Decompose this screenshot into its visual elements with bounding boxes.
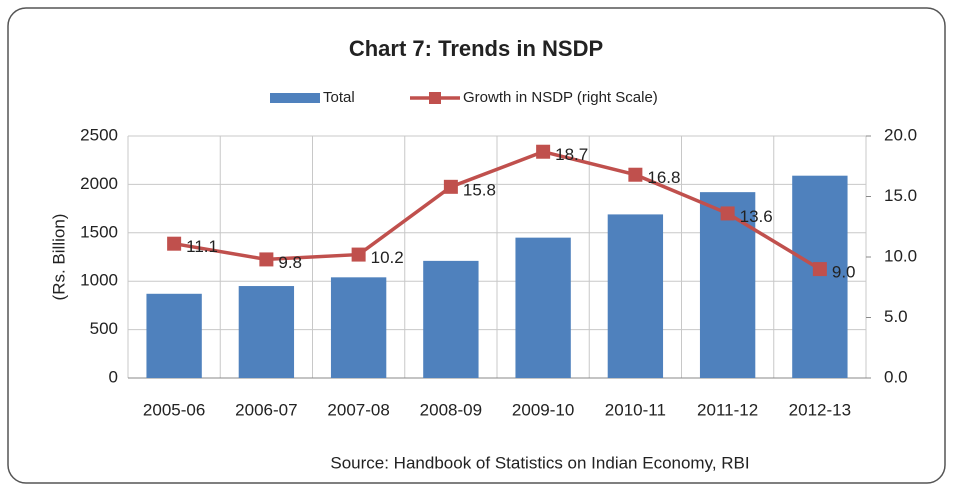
line-marker [536,144,551,159]
line-marker [351,247,366,262]
x-tick-label: 2008-09 [420,400,482,419]
x-tick-label: 2011-12 [697,400,758,419]
legend-label: Growth in NSDP (right Scale) [463,89,658,106]
x-tick-label: 2010-11 [605,400,666,419]
line-marker [259,252,274,267]
y-axis-label: (Rs. Billion) [49,214,68,301]
line [173,149,821,271]
y-tick-label: 0 [109,367,118,386]
bar [423,260,479,378]
data-label: 13.6 [740,207,773,226]
source: Source: Handbook of Statistics on Indian… [330,453,749,472]
data-label: 15.8 [463,180,496,199]
bar [146,293,202,378]
x-tick-label: 2012-13 [789,400,851,419]
x-tick-label: 2009-10 [512,400,574,419]
y2-tick-label: 10.0 [884,246,917,265]
data-label: 18.7 [555,145,588,164]
data-label: 9.8 [278,253,302,272]
line-marker [443,179,458,194]
x-tick-label: 2007-08 [327,400,389,419]
y2-tick-label: 15.0 [884,186,917,205]
bar [238,286,295,378]
y2-tick-label: 0.0 [884,367,908,386]
y-tick-label: 1000 [80,271,118,290]
y-tick-label: 2500 [80,125,118,144]
data-label: 11.1 [186,237,218,256]
x-tick-label: 2005-06 [143,400,205,419]
line-marker [628,167,643,182]
line-marker [720,206,735,221]
bar [330,277,387,378]
line-marker [167,236,182,251]
chart-title: Chart 7: Trends in NSDP [349,36,603,61]
x-tick-label: 2006-07 [235,400,297,419]
bar [607,214,664,378]
y2-tick-label: 20.0 [884,125,917,144]
line-marker [812,262,827,277]
legend-swatch [270,93,320,103]
data-label: 9.0 [832,263,856,282]
bar [792,175,848,378]
data-label: 10.2 [371,248,404,267]
bar [515,237,571,378]
y-tick-label: 1500 [80,222,118,241]
data-label: 16.8 [647,168,680,187]
y2-tick-label: 5.0 [884,307,908,326]
y-tick-label: 500 [90,319,118,338]
y-tick-label: 2000 [80,174,118,193]
legend-label: Total [323,89,355,106]
legend-swatch-marker [429,92,441,104]
